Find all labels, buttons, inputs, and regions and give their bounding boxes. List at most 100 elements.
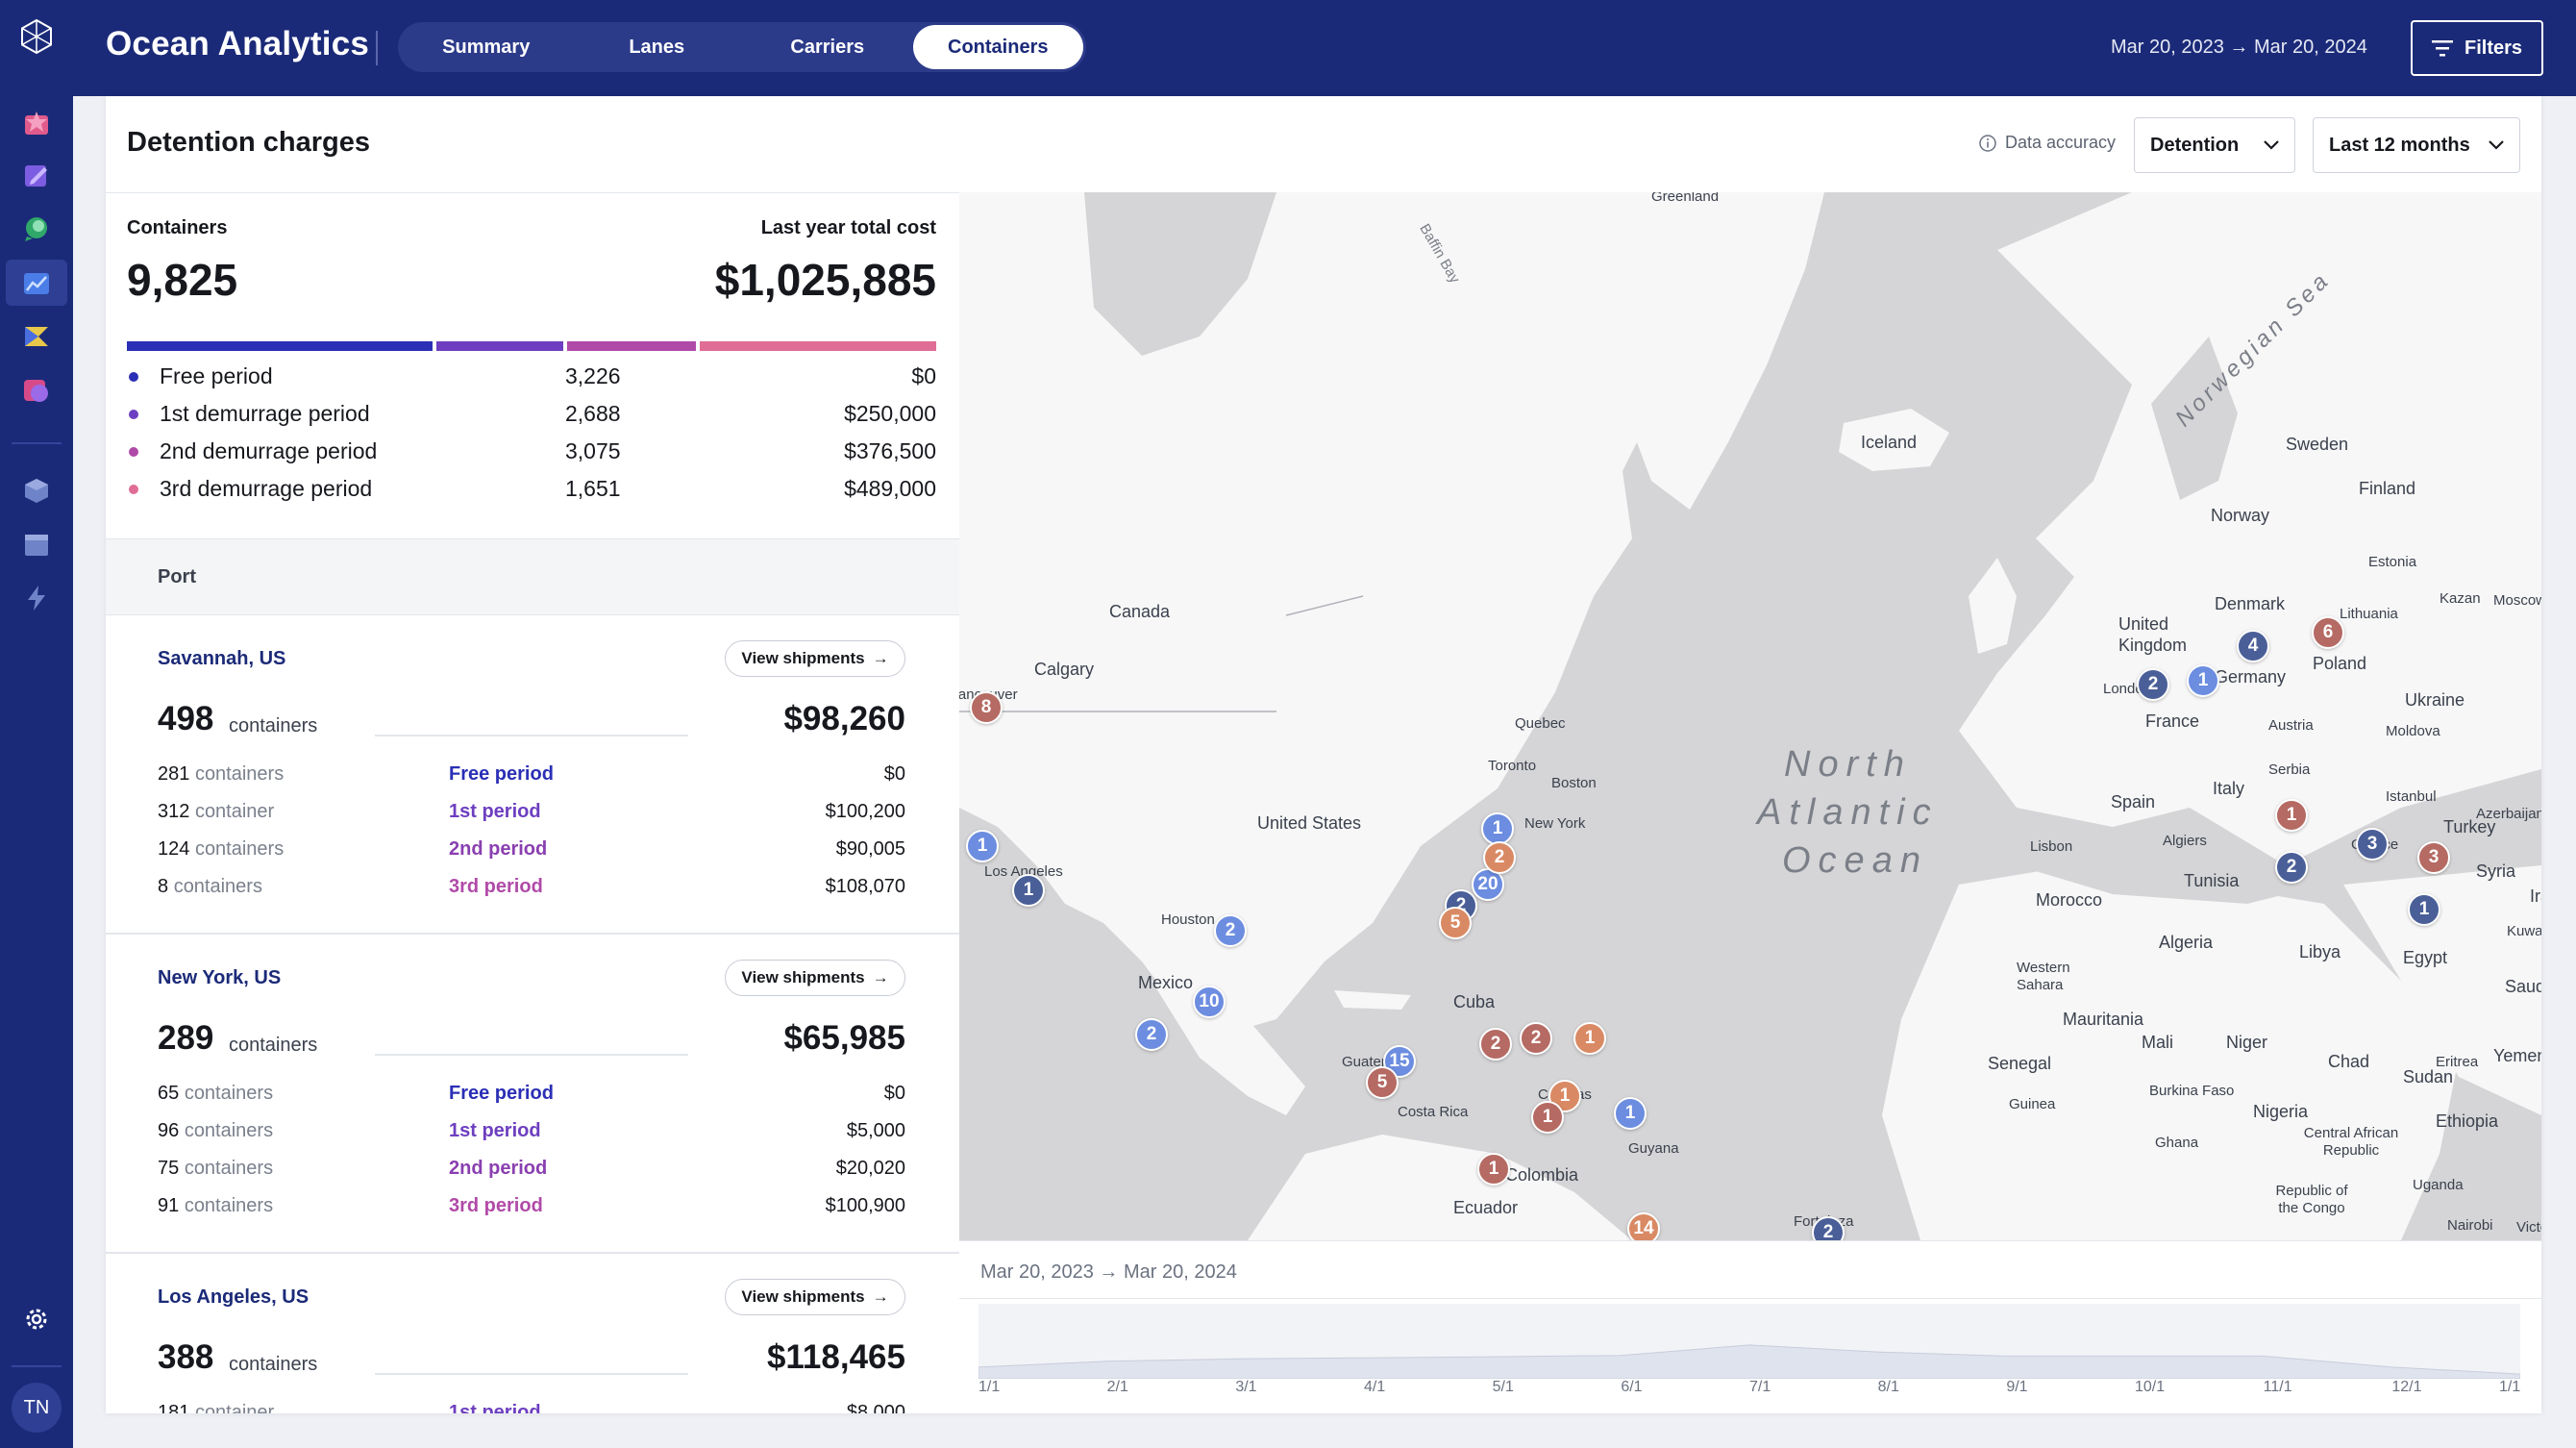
tab-containers[interactable]: Containers (912, 25, 1083, 69)
row-amount: $90,005 (835, 838, 905, 860)
view-shipments-button[interactable]: View shipments → (725, 1279, 905, 1315)
map-marker[interactable]: 1 (1573, 1022, 1606, 1055)
port-card: Savannah, US View shipments → 498 contain… (106, 615, 959, 935)
world-map[interactable]: Greenland Baffin Bay Norwegian Sea Icela… (959, 192, 2541, 1240)
map-marker[interactable]: 2 (1812, 1216, 1845, 1240)
view-shipments-button[interactable]: View shipments → (725, 640, 905, 677)
map-marker[interactable]: 2 (2137, 668, 2169, 701)
chat-app-icon[interactable] (17, 210, 56, 248)
view-shipments-label: View shipments (741, 968, 865, 986)
top-header: Ocean Analytics Summary Lanes Carriers C… (73, 0, 2576, 96)
filters-button[interactable]: Filters (2411, 20, 2543, 76)
map-marker[interactable]: 2 (1135, 1018, 1168, 1051)
row-count: 96 (158, 1120, 180, 1141)
row-count: 181 (158, 1402, 190, 1413)
map-marker[interactable]: 2 (2275, 851, 2308, 884)
tab-carriers[interactable]: Carriers (790, 36, 865, 58)
metric-dropdown[interactable]: Detention (2134, 117, 2295, 173)
port-name[interactable]: Savannah, US (158, 648, 286, 669)
port-period-row: 281 containers Free period $0 (158, 763, 905, 794)
legend-count: 1,651 (565, 476, 621, 501)
total-cost-label: Last year total cost (760, 217, 936, 238)
map-marker[interactable]: 1 (2187, 664, 2219, 697)
map-marker[interactable]: 2 (1479, 1028, 1512, 1061)
map-marker[interactable]: 4 (2237, 630, 2269, 662)
flag-icon[interactable] (17, 317, 56, 356)
ocean-label: Atlantic (1757, 792, 1939, 833)
logo-icon[interactable] (17, 17, 56, 56)
legend-amount: $250,000 (844, 401, 936, 426)
row-unit: container (194, 801, 275, 822)
map-label: Lisbon (2030, 838, 2073, 855)
timeline-tick: 6/1 (1621, 1379, 1643, 1395)
map-marker[interactable]: 5 (1366, 1066, 1399, 1099)
map-label: Ghana (2155, 1135, 2199, 1151)
map-label: Azerbaijan (2476, 806, 2541, 822)
map-marker[interactable]: 14 (1627, 1212, 1660, 1240)
map-marker[interactable]: 15 (1383, 1045, 1416, 1078)
gear-icon[interactable] (17, 1300, 56, 1338)
row-period: 2nd period (449, 838, 548, 860)
map-landmass (959, 192, 2541, 1240)
map-marker[interactable]: 1 (2275, 799, 2308, 832)
map-label: United States (1257, 813, 1362, 833)
map-label: Canada (1109, 602, 1171, 621)
map-label: Norway (2211, 506, 2270, 525)
map-marker[interactable]: 1 (1477, 1153, 1510, 1186)
port-name[interactable]: Los Angeles, US (158, 1286, 310, 1308)
data-accuracy-link[interactable]: Data accuracy (1978, 133, 2116, 153)
timeline-date-range: Mar 20, 2023 → Mar 20, 2024 (980, 1261, 1237, 1283)
arrow-right-icon: → (872, 1287, 889, 1306)
map-label: Costa Rica (1398, 1104, 1469, 1120)
pie-app-icon[interactable] (17, 371, 56, 410)
map-label: Austria (2268, 717, 2314, 734)
map-marker[interactable]: 2 (1214, 914, 1247, 947)
timeline-brush[interactable]: Mar 20, 2023 → Mar 20, 2024 1/1 2/1 3/1 4/1… (959, 1240, 2541, 1413)
edit-app-icon[interactable] (17, 156, 56, 194)
view-shipments-button[interactable]: View shipments → (725, 960, 905, 996)
timeline-area-chart[interactable] (978, 1302, 2520, 1379)
port-period-row: 91 containers 3rd period $100,900 (158, 1195, 905, 1226)
tab-lanes[interactable]: Lanes (629, 36, 685, 58)
map-label: Italy (2213, 779, 2245, 798)
chevron-down-icon (2264, 140, 2279, 150)
map-marker[interactable]: 1 (1531, 1101, 1564, 1134)
map-marker[interactable]: 3 (2417, 841, 2450, 874)
map-marker[interactable]: 3 (2356, 828, 2389, 861)
map-marker[interactable]: 1 (2408, 893, 2440, 926)
box-icon[interactable] (17, 471, 56, 510)
map-marker[interactable]: 2 (1483, 841, 1516, 874)
port-total-cost: $65,985 (783, 1019, 905, 1057)
port-period-row: 75 containers 2nd period $20,020 (158, 1158, 905, 1188)
map-marker[interactable]: 1 (1481, 812, 1514, 845)
map-marker[interactable]: 2 (1520, 1022, 1552, 1055)
analytics-icon[interactable] (6, 260, 67, 306)
legend-name: 1st demurrage period (160, 401, 370, 426)
map-marker[interactable]: 10 (1193, 986, 1226, 1018)
map-marker[interactable]: 6 (2312, 616, 2344, 649)
port-card: Los Angeles, US View shipments → 388 cont… (106, 1254, 959, 1413)
map-label: Western Sahara (2017, 960, 2070, 993)
port-period-row: 65 containers Free period $0 (158, 1083, 905, 1113)
date-range[interactable]: Mar 20, 2023 → Mar 20, 2024 (2111, 37, 2367, 58)
tab-summary[interactable]: Summary (442, 36, 531, 58)
calendar-icon[interactable] (17, 525, 56, 563)
bolt-icon[interactable] (17, 579, 56, 617)
map-marker[interactable]: 1 (966, 830, 999, 862)
map-label: Saudi Arabia (2505, 977, 2541, 996)
map-label: Republic of the Congo (2275, 1183, 2348, 1216)
row-unit: containers (184, 1158, 274, 1179)
map-marker[interactable]: 5 (1439, 907, 1472, 939)
row-period: 1st period (449, 1402, 541, 1413)
map-label: Greenland (1651, 192, 1720, 205)
row-count: 281 (158, 763, 190, 785)
user-avatar[interactable]: TN (12, 1383, 62, 1433)
star-app-icon[interactable] (17, 104, 56, 142)
period-dropdown[interactable]: Last 12 months (2313, 117, 2520, 173)
port-name[interactable]: New York, US (158, 967, 282, 988)
row-amount: $100,200 (825, 801, 905, 822)
period-dropdown-value: Last 12 months (2329, 134, 2470, 156)
map-marker[interactable]: 1 (1012, 874, 1045, 907)
map-marker[interactable]: 8 (970, 691, 1003, 724)
map-marker[interactable]: 1 (1614, 1097, 1647, 1130)
